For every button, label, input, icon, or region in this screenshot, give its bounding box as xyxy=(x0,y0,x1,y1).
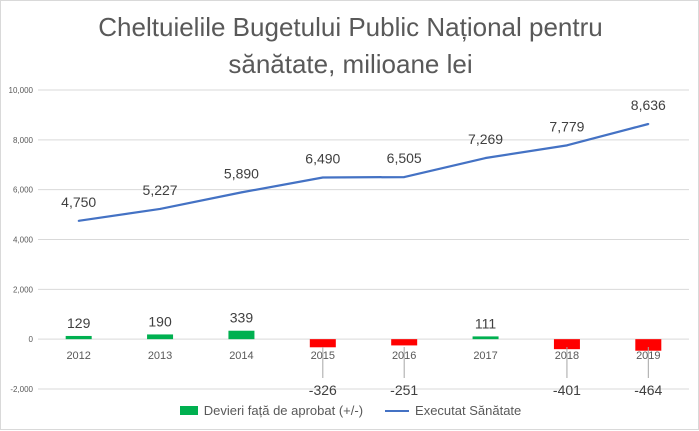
legend-swatch-line xyxy=(385,409,410,412)
bar-series xyxy=(65,330,662,351)
bar xyxy=(472,336,499,340)
bar-data-labels: 129 190 339 -326 -251 111 -401 -464 xyxy=(67,310,663,398)
label-leader-lines xyxy=(322,347,649,378)
line-point xyxy=(240,191,243,194)
bar-value-label: -251 xyxy=(390,382,418,398)
bar-value-label: 129 xyxy=(67,315,91,331)
x-category-label: 2019 xyxy=(636,350,660,362)
bar xyxy=(391,339,418,346)
chart-title-line-1: Cheltuielile Bugetului Public Național p… xyxy=(98,12,603,42)
line-value-label: 5,227 xyxy=(143,182,178,198)
x-category-label: 2017 xyxy=(473,350,497,362)
legend-item-bars: Devieri față de aprobat (+/-) xyxy=(179,403,364,418)
bar xyxy=(147,334,174,340)
line-value-label: 5,890 xyxy=(224,165,259,181)
x-category-label: 2015 xyxy=(311,350,335,362)
line-value-label: 6,505 xyxy=(387,150,422,166)
y-axis-ticks: -2,000 0 2,000 4,000 6,000 8,000 10,000 xyxy=(9,86,34,394)
bar xyxy=(635,339,662,351)
line-value-label: 6,490 xyxy=(305,150,340,166)
line-data-labels: 4,750 5,227 5,890 6,490 6,505 7,269 7,779 8,636 xyxy=(61,97,666,210)
y-tick-label: 4,000 xyxy=(13,236,34,245)
bar-value-label: -326 xyxy=(309,382,337,398)
line-path xyxy=(78,122,649,222)
line-point xyxy=(321,176,324,179)
y-tick-label: 0 xyxy=(29,335,34,344)
y-tick-label: 6,000 xyxy=(13,186,34,195)
chart-title-line-2: sănătate, milioane lei xyxy=(228,49,473,79)
line-point xyxy=(565,144,568,147)
x-category-label: 2013 xyxy=(148,350,172,362)
x-category-label: 2016 xyxy=(392,350,416,362)
x-category-label: 2012 xyxy=(66,350,90,362)
bar-value-label: 339 xyxy=(230,310,254,326)
legend-label-line: Executat Sănătate xyxy=(415,403,522,418)
x-category-label: 2018 xyxy=(555,350,579,362)
line-point xyxy=(647,122,650,125)
legend-label-bars: Devieri față de aprobat (+/-) xyxy=(203,403,364,418)
line-value-label: 8,636 xyxy=(631,97,666,113)
bar xyxy=(553,339,580,350)
bar xyxy=(65,335,92,340)
bar xyxy=(309,339,336,348)
legend-swatch-bar xyxy=(179,406,198,415)
y-tick-label: 10,000 xyxy=(9,86,34,95)
line-point xyxy=(77,219,80,222)
y-tick-label: 8,000 xyxy=(13,136,34,145)
legend: Devieri față de aprobat (+/-) Executat S… xyxy=(1,403,699,418)
bar-value-label: -464 xyxy=(634,382,662,398)
line-value-label: 4,750 xyxy=(61,194,96,210)
bar-value-label: -401 xyxy=(553,382,581,398)
line-value-label: 7,269 xyxy=(468,131,503,147)
x-axis-labels: 2012 2013 2014 2015 2016 2017 2018 2019 xyxy=(66,350,660,362)
chart-title: Cheltuielile Bugetului Public Național p… xyxy=(1,9,699,83)
bar-value-label: 190 xyxy=(148,313,172,329)
line-point xyxy=(159,207,162,210)
line-point xyxy=(484,157,487,160)
x-category-label: 2014 xyxy=(229,350,253,362)
line-series xyxy=(77,122,650,222)
y-tick-label: -2,000 xyxy=(10,385,33,394)
line-value-label: 7,779 xyxy=(549,118,584,134)
gridlines xyxy=(38,89,689,390)
y-tick-label: 2,000 xyxy=(13,285,34,294)
legend-item-line: Executat Sănătate xyxy=(385,403,521,418)
bar xyxy=(228,330,255,340)
bar-value-label: 111 xyxy=(475,315,496,331)
line-point xyxy=(403,176,406,179)
